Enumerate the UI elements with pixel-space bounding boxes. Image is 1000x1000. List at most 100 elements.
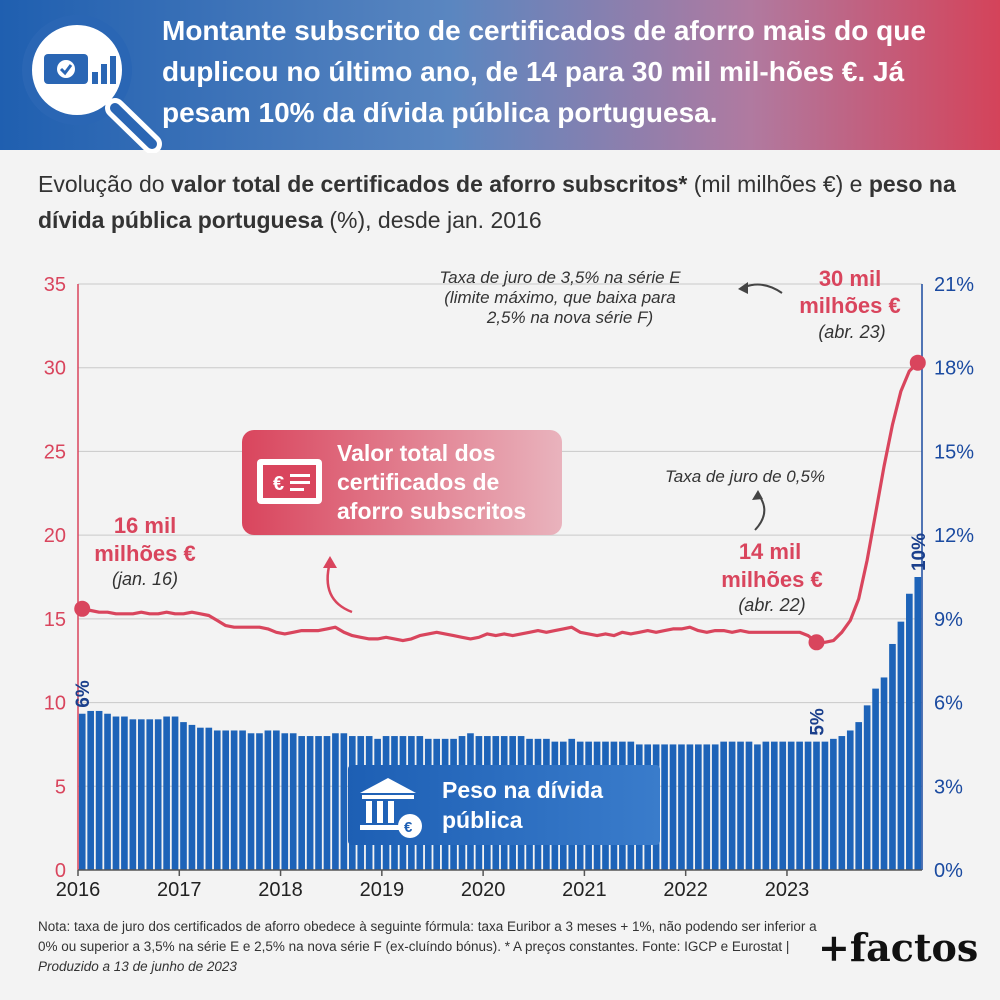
left-axis-tick-label: 10: [44, 693, 66, 715]
right-axis-tick-label: 0%: [934, 860, 963, 882]
bar: [205, 727, 213, 870]
bar: [770, 741, 778, 870]
bar: [762, 741, 770, 870]
bar: [239, 730, 246, 870]
rate-high-arrow: [744, 283, 783, 294]
bank-money-icon: €: [360, 778, 422, 838]
bar: [720, 741, 727, 870]
bar: [872, 688, 879, 870]
right-axis-tick-label: 18%: [934, 358, 974, 380]
left-axis-tick-label: 5: [55, 776, 66, 798]
bar: [256, 733, 263, 870]
bar: [703, 744, 711, 870]
right-axis-tick-label: 9%: [934, 609, 963, 631]
footnote: Nota: taxa de juro dos certificados de a…: [38, 917, 828, 977]
bar: [678, 744, 685, 870]
annotation-text: milhões €: [94, 541, 195, 566]
bar: [289, 733, 297, 870]
bar: [222, 730, 230, 870]
right-axis-tick-label: 3%: [934, 776, 963, 798]
bar: [838, 736, 846, 870]
bar: [315, 736, 322, 870]
line-legend-label: Valor total dos: [337, 440, 495, 466]
annotation-rate-text: 2,5% na nova série F): [486, 308, 653, 327]
right-axis-tick-label: 6%: [934, 693, 963, 715]
legend-arrow: [326, 561, 353, 614]
bar: [323, 736, 331, 870]
left-axis-tick-label: 25: [44, 441, 66, 463]
bar: [78, 713, 86, 870]
bar: [180, 722, 187, 870]
bar: [298, 736, 305, 870]
page-title: Montante subscrito de certificados de af…: [162, 15, 926, 128]
footnote-text: Nota: taxa de juro dos certificados de a…: [38, 919, 817, 954]
bar: [273, 730, 280, 870]
bar: [830, 738, 837, 870]
bar: [104, 713, 111, 870]
bar: [197, 727, 204, 870]
bar-legend-label: pública: [442, 807, 523, 833]
x-axis-tick-label: 2022: [663, 879, 708, 901]
line-legend: € Valor total dos certificados de aforro…: [242, 430, 562, 535]
bar: [695, 744, 702, 870]
line-point: [909, 354, 926, 371]
bar: [754, 744, 761, 870]
line-point: [74, 600, 91, 617]
right-axis-tick-label: 12%: [934, 525, 974, 547]
subtitle-bold-text: valor total de certificados de aforro su…: [170, 171, 688, 197]
bar: [121, 716, 128, 870]
bar: [340, 733, 348, 870]
annotation-low: 14 mil milhões € (abr. 22): [721, 539, 822, 615]
bar: [796, 741, 803, 870]
annotation-text: 16 mil: [114, 513, 176, 538]
left-axis-tick-label: 15: [44, 609, 66, 631]
bar-value-label: 10%: [909, 533, 930, 571]
right-axis-tick-label: 21%: [934, 274, 974, 296]
left-axis-tick-label: 30: [44, 358, 66, 380]
bar: [661, 744, 668, 870]
left-axis-tick-label: 35: [44, 274, 66, 296]
bar: [669, 744, 677, 870]
bar: [188, 724, 196, 870]
annotation-date: (abr. 22): [738, 595, 805, 615]
annotation-rate-high: Taxa de juro de 3,5% na série E (limite …: [439, 268, 783, 327]
line-legend-label: aforro subscritos: [337, 498, 526, 524]
bar: [880, 677, 888, 870]
certificate-icon: €: [257, 459, 322, 504]
svg-text:€: €: [273, 473, 284, 495]
bar: [804, 741, 812, 870]
x-axis-tick-label: 2019: [360, 879, 405, 901]
bar: [914, 577, 922, 870]
svg-text:€: €: [404, 819, 413, 836]
annotation-date: (abr. 23): [818, 322, 885, 342]
annotation-rate-text: Taxa de juro de 3,5% na série E: [439, 268, 681, 287]
series-line: [81, 361, 919, 644]
annotation-rate-low: Taxa de juro de 0,5%: [665, 467, 825, 531]
bar: [306, 736, 314, 870]
bar-value-label: 5%: [808, 708, 829, 736]
annotation-text: milhões €: [799, 293, 900, 318]
bar: [711, 744, 719, 870]
bar: [129, 719, 137, 870]
bar: [163, 716, 170, 870]
bar: [906, 593, 913, 870]
bar: [171, 716, 179, 870]
x-axis-tick-label: 2023: [765, 879, 810, 901]
annotation-text: 14 mil: [739, 539, 801, 564]
right-axis-tick-label: 15%: [934, 441, 974, 463]
bar: [87, 710, 94, 870]
bar-value-label: 6%: [73, 680, 94, 708]
bar-legend: € Peso na dívida pública: [348, 765, 660, 845]
bar: [855, 722, 863, 870]
bar: [281, 733, 289, 870]
left-axis-tick-label: 20: [44, 525, 66, 547]
bar: [846, 730, 854, 870]
bar: [863, 705, 871, 870]
bar: [95, 710, 103, 870]
subtitle-text: (mil milhões €) e: [687, 171, 869, 197]
bar: [137, 719, 145, 870]
line-legend-pointer: [323, 556, 353, 614]
bar: [728, 741, 736, 870]
bar: [889, 643, 896, 870]
